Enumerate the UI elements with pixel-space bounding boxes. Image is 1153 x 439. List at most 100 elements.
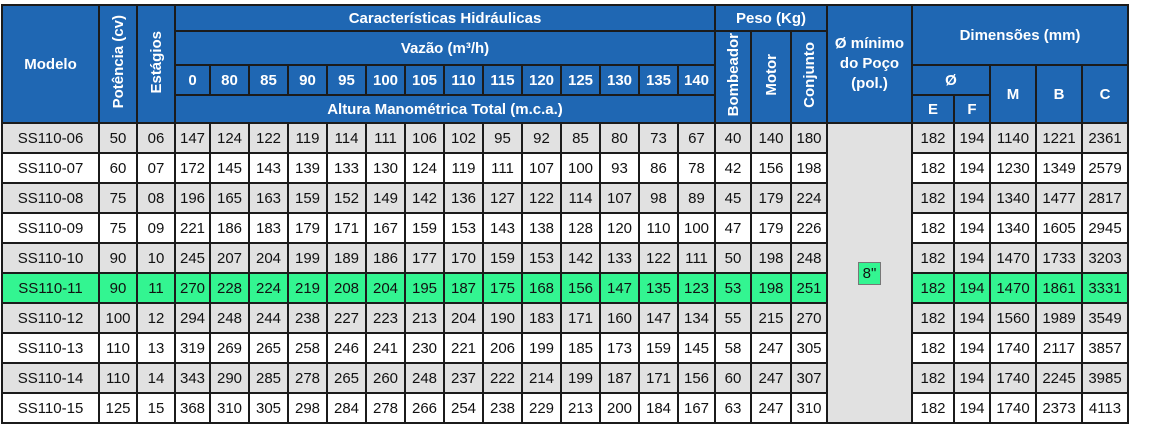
- well-diameter-value: 8": [857, 261, 882, 285]
- cell-head: 187: [443, 272, 484, 304]
- cell-stages: 11: [136, 272, 176, 304]
- cell-head: 173: [599, 332, 640, 364]
- cell-dimension: 182: [911, 272, 955, 304]
- cell-head: 147: [599, 272, 640, 304]
- header-flow-value: 100: [365, 64, 406, 96]
- cell-weight: 247: [750, 332, 792, 364]
- header-diameter: Ø: [911, 64, 991, 96]
- cell-dimension: 3985: [1081, 362, 1129, 394]
- cell-dimension: 194: [953, 152, 991, 184]
- cell-head: 122: [248, 122, 289, 154]
- cell-dimension: 1349: [1035, 152, 1083, 184]
- cell-dimension: 1733: [1035, 242, 1083, 274]
- cell-head: 298: [287, 392, 328, 424]
- cell-head: 204: [248, 242, 289, 274]
- cell-head: 149: [365, 182, 406, 214]
- cell-power: 110: [98, 362, 138, 394]
- cell-dimension: 1470: [989, 272, 1037, 304]
- cell-head: 139: [287, 152, 328, 184]
- cell-head: 204: [443, 302, 484, 334]
- cell-head: 110: [638, 212, 679, 244]
- cell-model: SS110-10: [1, 242, 100, 274]
- cell-head: 221: [174, 212, 211, 244]
- cell-head: 156: [677, 362, 716, 394]
- cell-head: 111: [677, 242, 716, 274]
- header-dim-m: M: [989, 64, 1037, 124]
- cell-head: 200: [599, 392, 640, 424]
- cell-head: 224: [248, 272, 289, 304]
- cell-weight: 226: [790, 212, 828, 244]
- cell-model: SS110-15: [1, 392, 100, 424]
- cell-weight: 248: [790, 242, 828, 274]
- cell-head: 119: [443, 152, 484, 184]
- cell-head: 93: [599, 152, 640, 184]
- cell-power: 75: [98, 182, 138, 214]
- cell-dimension: 1740: [989, 362, 1037, 394]
- cell-dimension: 1861: [1035, 272, 1083, 304]
- cell-head: 124: [209, 122, 250, 154]
- cell-head: 245: [174, 242, 211, 274]
- header-flow-value: 115: [482, 64, 523, 96]
- header-model: Modelo: [1, 4, 100, 124]
- spec-table-container: Modelo Potência (cv) Estágios Caracterís…: [1, 4, 1129, 424]
- cell-head: 175: [482, 272, 523, 304]
- cell-weight: 50: [714, 242, 752, 274]
- cell-head: 266: [404, 392, 445, 424]
- table-row: SS110-08 75 08 196 165 163 159 152 149 142 136 127 1…: [1, 182, 1129, 214]
- table-row: SS110-07 60 07 172 145 143 139 133 130 124 119 111 1…: [1, 152, 1129, 184]
- cell-head: 254: [443, 392, 484, 424]
- cell-head: 123: [677, 272, 716, 304]
- table-row: SS110-14 110 14 343 290 285 278 265 260 248 237 222…: [1, 362, 1129, 394]
- cell-stages: 15: [136, 392, 176, 424]
- header-flow-value: 90: [287, 64, 328, 96]
- cell-weight: 53: [714, 272, 752, 304]
- cell-head: 100: [560, 152, 601, 184]
- header-stages: Estágios: [136, 4, 176, 124]
- cell-head: 114: [560, 182, 601, 214]
- cell-stages: 08: [136, 182, 176, 214]
- cell-weight: 179: [750, 182, 792, 214]
- cell-power: 50: [98, 122, 138, 154]
- cell-dimension: 182: [911, 212, 955, 244]
- cell-head: 107: [521, 152, 562, 184]
- table-row: SS110-06 50 06 147 124 122 119 114 111 106 102 95 92…: [1, 122, 1129, 424]
- cell-head: 238: [287, 302, 328, 334]
- cell-head: 265: [326, 362, 367, 394]
- cell-head: 241: [365, 332, 406, 364]
- header-flow-value: 140: [677, 64, 716, 96]
- header-weight-set-label: Conjunto: [800, 42, 818, 108]
- cell-head: 208: [326, 272, 367, 304]
- cell-head: 95: [482, 122, 523, 154]
- cell-head: 269: [209, 332, 250, 364]
- cell-head: 284: [326, 392, 367, 424]
- cell-dimension: 194: [953, 182, 991, 214]
- cell-weight: 45: [714, 182, 752, 214]
- header-power: Potência (cv): [98, 4, 138, 124]
- cell-weight: 55: [714, 302, 752, 334]
- cell-dimension: 2579: [1081, 152, 1129, 184]
- cell-dimension: 1560: [989, 302, 1037, 334]
- cell-head: 278: [287, 362, 328, 394]
- cell-model: SS110-06: [1, 122, 100, 154]
- cell-head: 78: [677, 152, 716, 184]
- cell-dimension: 1989: [1035, 302, 1083, 334]
- cell-head: 145: [209, 152, 250, 184]
- cell-model: SS110-13: [1, 332, 100, 364]
- cell-head: 133: [326, 152, 367, 184]
- cell-dimension: 3203: [1081, 242, 1129, 274]
- cell-head: 368: [174, 392, 211, 424]
- cell-head: 278: [365, 392, 406, 424]
- cell-dimension: 3857: [1081, 332, 1129, 364]
- cell-weight: 198: [750, 272, 792, 304]
- cell-head: 186: [365, 242, 406, 274]
- cell-power: 90: [98, 272, 138, 304]
- cell-head: 165: [209, 182, 250, 214]
- cell-weight: 224: [790, 182, 828, 214]
- cell-head: 143: [482, 212, 523, 244]
- cell-head: 127: [482, 182, 523, 214]
- cell-head: 177: [404, 242, 445, 274]
- cell-head: 167: [677, 392, 716, 424]
- header-weight: Peso (Kg): [714, 4, 828, 32]
- cell-power: 60: [98, 152, 138, 184]
- cell-head: 199: [521, 332, 562, 364]
